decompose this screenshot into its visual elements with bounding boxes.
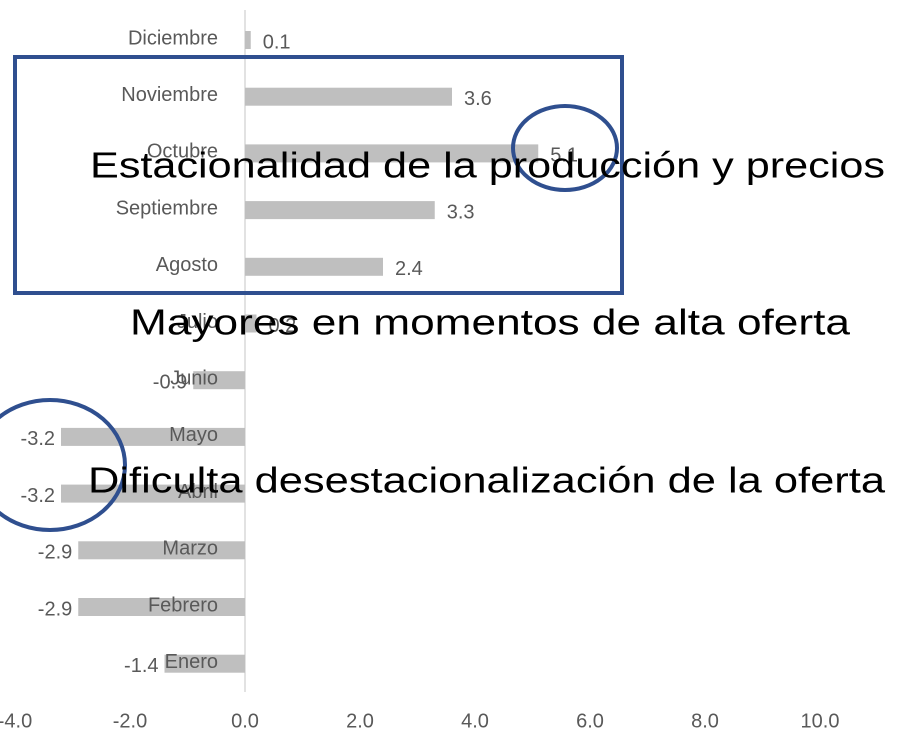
highlight-ellipse <box>0 398 127 532</box>
bar <box>78 598 245 616</box>
bar <box>164 654 245 673</box>
category-label: Octubre <box>147 141 218 163</box>
bar <box>245 144 539 163</box>
annotation: Mayores en momentos de alta oferta <box>130 302 851 343</box>
bars: -4.0 -2.0 0.0 2.0 4.0 6.0 8.0 10.0 -1.4 Enero -2.9… <box>0 27 839 732</box>
value-label: 0.1 <box>263 31 291 53</box>
x-tick-label: 2.0 <box>346 710 374 732</box>
value-label: -0.9 <box>153 371 187 393</box>
value-label: 2.4 <box>395 258 423 280</box>
value-label: 3.3 <box>447 201 475 223</box>
value-label: -3.2 <box>21 428 55 450</box>
highlight-box <box>13 55 624 295</box>
value-label: -2.9 <box>38 598 72 620</box>
value-label: -3.2 <box>21 485 55 507</box>
bar <box>61 484 245 503</box>
x-tick-label: 10.0 <box>801 710 840 732</box>
category-label: Julio <box>177 311 218 333</box>
x-tick-label: 8.0 <box>691 710 719 732</box>
bar <box>245 87 452 106</box>
highlight-ellipse <box>511 104 619 192</box>
category-label: Septiembre <box>116 197 218 219</box>
x-tick-label: -4.0 <box>0 710 32 732</box>
x-tick-label: 4.0 <box>461 710 489 732</box>
value-label: -2.9 <box>38 542 72 564</box>
category-label: Enero <box>165 651 218 673</box>
value-label: 0.2 <box>269 315 297 337</box>
category-label: Junio <box>170 367 218 389</box>
annotation: Dificulta desestacionalización de la ofe… <box>88 460 886 501</box>
x-tick-label: -2.0 <box>113 710 147 732</box>
category-label: Diciembre <box>128 27 218 49</box>
value-label: 5.1 <box>550 145 578 167</box>
bar <box>193 371 245 390</box>
annotation: Estacionalidad de la producción y precio… <box>90 145 885 186</box>
value-label: -1.4 <box>124 655 158 677</box>
category-label: Mayo <box>169 424 218 446</box>
x-tick-label: 0.0 <box>231 710 259 732</box>
x-tick-label: 6.0 <box>576 710 604 732</box>
category-label: Abril <box>178 481 218 503</box>
category-label: Agosto <box>156 254 218 276</box>
category-label: Noviembre <box>121 84 218 106</box>
bar <box>245 201 435 220</box>
bar <box>245 31 251 49</box>
bar <box>78 541 245 560</box>
category-label: Marzo <box>162 538 218 560</box>
bar <box>245 257 383 276</box>
value-label: 3.6 <box>464 88 492 110</box>
bar <box>61 427 245 446</box>
bar <box>245 314 257 333</box>
category-label: Febrero <box>148 594 218 616</box>
